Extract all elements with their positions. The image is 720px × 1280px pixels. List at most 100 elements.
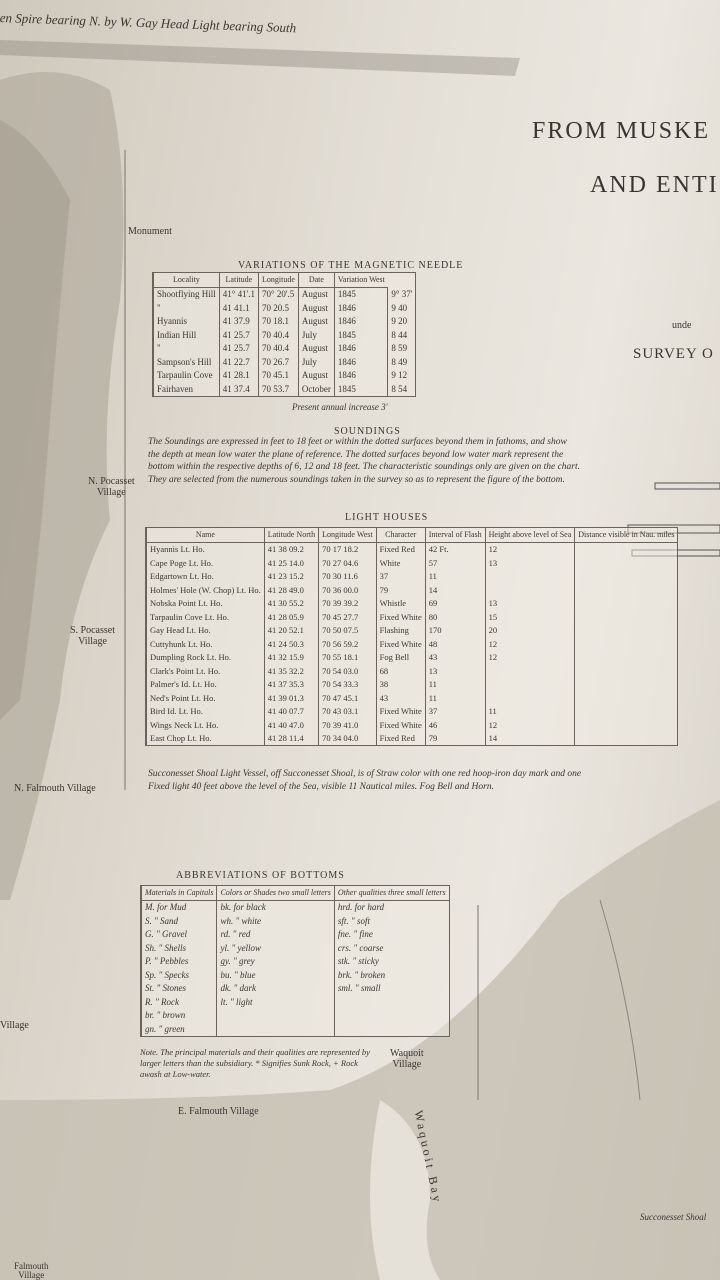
- table-cell: 41 30 55.2: [263, 596, 319, 610]
- place-label: Succonesset Shoal: [640, 1212, 707, 1222]
- table-cell: Shootflying Hill: [153, 287, 220, 301]
- table-cell: August: [297, 341, 335, 355]
- table-row: Sh. " Shells yl. " yellow crs. " coarse: [140, 941, 449, 955]
- table-cell: bu. " blue: [216, 968, 335, 982]
- table-cell: 79: [375, 583, 426, 597]
- table-cell: [333, 1022, 449, 1036]
- header-cell: Colors or Shades two small letters: [216, 886, 335, 901]
- table-cell: 70 45.1: [258, 368, 299, 382]
- table-cell: 9° 37': [387, 287, 416, 301]
- table-cell: Hyannis: [153, 314, 220, 328]
- table-cell: [574, 704, 678, 718]
- light-vessel-note: Succonesset Shoal Light Vessel, off Succ…: [148, 769, 582, 792]
- table-row: Nobska Point Lt. Ho. 41 30 55.2 70 39 39.2…: [146, 596, 678, 610]
- header-cell: Date: [297, 273, 335, 288]
- header-cell: Height above level of Sea: [484, 528, 575, 543]
- table-cell: Dumpling Rock Lt. Ho.: [146, 650, 265, 664]
- table-cell: 68: [375, 664, 426, 678]
- table-cell: Holmes' Hole (W. Chop) Lt. Ho.: [146, 583, 265, 597]
- table-cell: gn. " green: [140, 1022, 217, 1036]
- table-cell: rd. " red: [216, 927, 335, 941]
- table-cell: 13: [484, 556, 575, 570]
- table-row: Fairhaven 41 37.4 70 53.7 October 1845 8 54: [153, 382, 416, 396]
- title-line: FROM MUSKE: [532, 118, 711, 144]
- table-cell: 41 38 09.2: [263, 542, 319, 556]
- table-cell: gy. " grey: [216, 954, 335, 968]
- table-cell: [574, 569, 678, 583]
- table-cell: 8 54: [387, 382, 416, 396]
- table-cell: 38: [375, 677, 426, 691]
- table-row: Hyannis Lt. Ho. 41 38 09.2 70 17 18.2 Fixed…: [146, 542, 678, 556]
- table-cell: Palmer's Id. Lt. Ho.: [146, 677, 265, 691]
- note: Note. The principal materials and their …: [140, 1047, 370, 1079]
- table-cell: Fixed White: [375, 704, 426, 718]
- table-cell: 70 34 04.0: [318, 731, 377, 745]
- section-title: ABBREVIATIONS OF BOTTOMS: [176, 870, 345, 881]
- table-cell: 70 17 18.2: [318, 542, 377, 556]
- table-cell: 41 40 47.0: [263, 718, 319, 732]
- table-cell: Bird Id. Lt. Ho.: [146, 704, 265, 718]
- header-row: Materials in Capitals Colors or Shades tw…: [140, 886, 449, 901]
- table-cell: 41 37.9: [218, 314, 259, 328]
- header-cell: Longitude West: [318, 528, 377, 543]
- section-title: LIGHT HOUSES: [345, 512, 429, 523]
- table-cell: Hyannis Lt. Ho.: [146, 542, 265, 556]
- table-cell: 70 56 59.2: [318, 637, 377, 651]
- table-cell: 11: [424, 691, 486, 705]
- table-cell: 70 54 03.0: [318, 664, 377, 678]
- table-footer: Present annual increase 3': [292, 402, 388, 412]
- soundings-text: The Soundings are expressed in feet to 1…: [148, 437, 581, 485]
- table-cell: [574, 583, 678, 597]
- table-cell: 70 47 45.1: [318, 691, 377, 705]
- table-cell: Fixed White: [375, 718, 426, 732]
- table-cell: [484, 583, 575, 597]
- table-cell: 70 55 18.1: [318, 650, 377, 664]
- place-label: E. Falmouth Village: [178, 1106, 259, 1117]
- table-cell: 41 28 05.9: [263, 610, 319, 624]
- table-cell: 80: [424, 610, 486, 624]
- table-cell: [574, 623, 678, 637]
- table-cell: 9 20: [387, 314, 416, 328]
- table-cell: 70 45 27.7: [318, 610, 377, 624]
- table-cell: [216, 1008, 335, 1022]
- table-cell: 1846: [333, 341, 388, 355]
- place-label-line: N. Pocasset: [88, 476, 135, 487]
- table-row: G. " Gravel rd. " red fne. " fine: [140, 927, 449, 941]
- header-cell: Name: [146, 528, 265, 543]
- table-row: gn. " green: [140, 1022, 449, 1036]
- survey-line: SURVEY O: [633, 346, 714, 362]
- table-row: Cape Poge Lt. Ho. 41 25 14.0 70 27 04.6 Whi…: [146, 556, 678, 570]
- table-row: Bird Id. Lt. Ho. 41 40 07.7 70 43 03.1 Fixe…: [146, 704, 678, 718]
- table-cell: 13: [424, 664, 486, 678]
- table-cell: 57: [424, 556, 486, 570]
- table-cell: Fixed White: [375, 637, 426, 651]
- table: Locality Latitude Longitude Date Variation W…: [153, 273, 416, 396]
- table-cell: Fairhaven: [153, 382, 220, 396]
- table-cell: Fixed White: [375, 610, 426, 624]
- table-cell: [574, 691, 678, 705]
- table-cell: 41 20 52.1: [263, 623, 319, 637]
- header-cell: Character: [375, 528, 426, 543]
- table-cell: 37: [375, 569, 426, 583]
- table-cell: 41 25.7: [218, 341, 259, 355]
- header-cell: Variation West: [333, 273, 388, 288]
- table-cell: Fixed Red: [375, 731, 426, 745]
- place-label: N. Falmouth Village: [14, 783, 96, 794]
- table-row: Ned's Point Lt. Ho. 41 39 01.3 70 47 45.1 4…: [146, 691, 678, 705]
- table-cell: Cape Poge Lt. Ho.: [146, 556, 265, 570]
- table-row: " 41 25.7 70 40.4 August 1846 8 59: [153, 341, 416, 355]
- table-cell: [216, 1022, 335, 1036]
- table-cell: 8 44: [387, 328, 416, 342]
- header-cell: Distance visible in Nau. miles: [574, 528, 678, 543]
- place-label: Waquoit Village: [390, 1048, 424, 1070]
- table-cell: dk. " dark: [216, 981, 335, 995]
- table-cell: sml. " small: [333, 981, 449, 995]
- title-line: AND ENTI: [590, 172, 719, 198]
- table-cell: 41 28.1: [218, 368, 259, 382]
- table-cell: 1846: [333, 368, 388, 382]
- table-cell: 12: [484, 650, 575, 664]
- table-cell: 70 18.1: [258, 314, 299, 328]
- table-cell: 20: [484, 623, 575, 637]
- table-cell: wh. " white: [216, 914, 335, 928]
- table-cell: [333, 1008, 449, 1022]
